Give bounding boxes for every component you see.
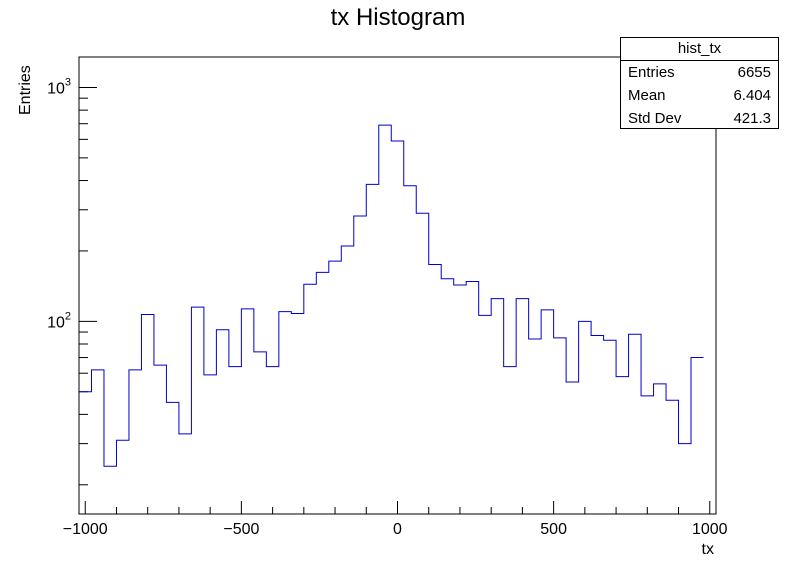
chart-title: tx Histogram	[330, 4, 466, 31]
stats-value: 6.404	[733, 87, 771, 104]
x-tick-label: 1000	[692, 521, 728, 538]
stats-label: Mean	[628, 87, 666, 104]
x-axis-label: tx	[702, 541, 714, 558]
stats-row-entries: Entries 6655	[621, 61, 778, 84]
histogram-series-line	[79, 124, 704, 467]
x-tick-label: 500	[540, 521, 567, 538]
stats-row-mean: Mean 6.404	[621, 84, 778, 107]
stats-value: 6655	[737, 64, 771, 81]
stats-box: hist_tx Entries 6655 Mean 6.404 Std Dev …	[620, 37, 779, 129]
x-axis: −1000 −500 0 500 1000	[63, 501, 728, 538]
y-tick-label: 102	[47, 310, 71, 331]
y-tick-label: 103	[47, 76, 71, 97]
stats-row-std-dev: Std Dev 421.3	[621, 107, 778, 130]
x-tick-label: 0	[393, 521, 402, 538]
stats-label: Std Dev	[628, 110, 682, 127]
stats-title: hist_tx	[621, 38, 778, 61]
y-axis: 102 103	[47, 76, 97, 486]
y-axis-label: Entries	[17, 65, 34, 115]
stats-value: 421.3	[733, 110, 771, 127]
stats-label: Entries	[628, 64, 675, 81]
x-tick-label: −1000	[63, 521, 108, 538]
x-tick-label: −500	[223, 521, 259, 538]
